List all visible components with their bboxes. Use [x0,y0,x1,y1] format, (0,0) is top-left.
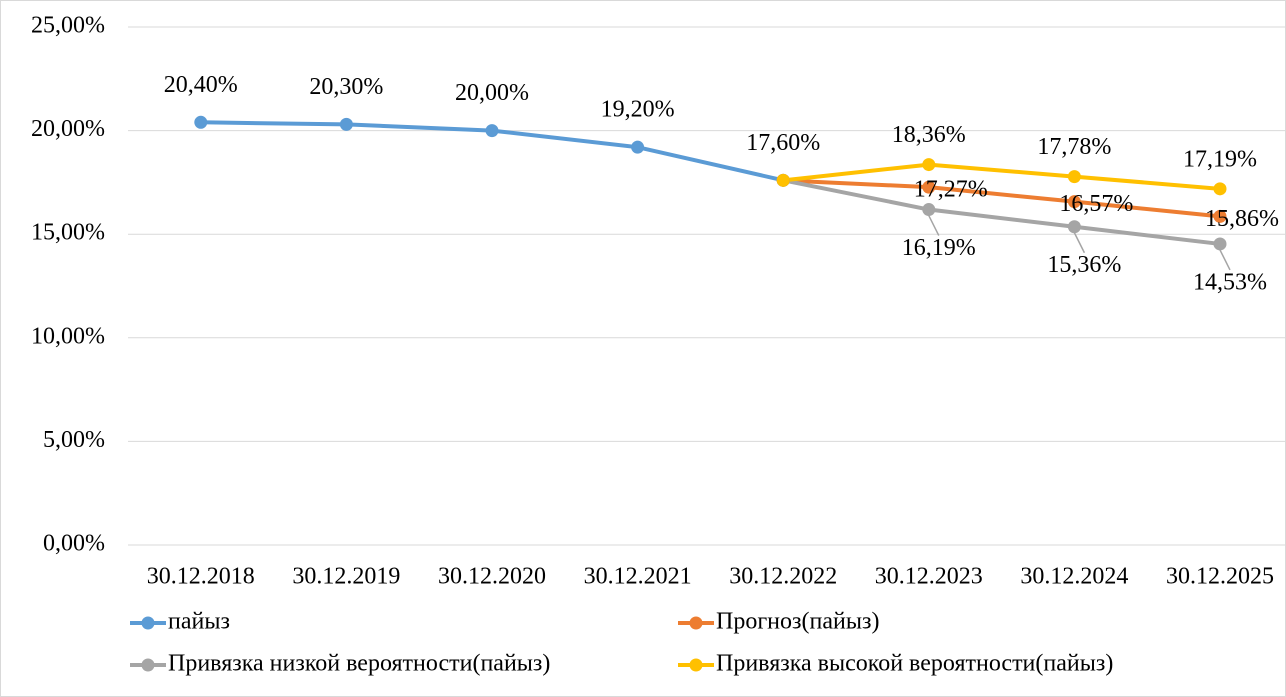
marker [922,180,936,194]
legend-marker [689,616,703,630]
marker [1067,220,1081,234]
x-tick-label: 30.12.2020 [438,564,546,590]
leader-line [1219,249,1231,271]
marker [1213,182,1227,196]
marker [631,140,645,154]
data-label: 20,00% [455,80,529,106]
marker [922,158,936,172]
marker [1067,170,1081,184]
data-label: 17,78% [1037,134,1111,160]
leader-line [928,215,940,236]
x-tick-label: 30.12.2022 [729,564,837,590]
series-line [782,162,1221,191]
x-tick-label: 30.12.2023 [875,564,983,590]
legend-label: пайыз [168,609,230,635]
data-label: 17,27% [914,177,988,203]
legend-marker [689,658,703,672]
data-label: 16,19% [902,235,976,261]
x-tick-label: 30.12.2021 [584,564,692,590]
x-tick-label: 30.12.2024 [1020,564,1128,590]
series-line [782,178,1221,246]
marker [194,115,208,129]
series-line [783,178,1221,219]
y-tick-label: 10,00% [31,323,105,349]
marker [1067,195,1081,209]
y-tick-label: 0,00% [43,531,105,557]
legend-label: Прогноз(пайыз) [716,609,879,635]
y-tick-label: 25,00% [31,13,105,39]
y-tick-label: 20,00% [31,116,105,142]
data-label: 17,60% [746,130,820,156]
data-label: 17,19% [1183,146,1257,172]
x-tick-label: 30.12.2019 [292,564,400,590]
y-tick-label: 5,00% [43,427,105,453]
leader-line [1073,232,1086,254]
legend-label: Привязка низкой вероятности(пайыз) [168,651,550,677]
y-tick-label: 15,00% [31,220,105,246]
legend-marker [141,616,155,630]
x-tick-label: 30.12.2018 [147,564,255,590]
data-label: 15,36% [1047,252,1121,278]
x-tick-label: 30.12.2025 [1166,564,1274,590]
data-label: 20,30% [309,74,383,100]
marker [1213,209,1227,223]
legend-marker [141,658,155,672]
marker [922,203,936,217]
legend-label: Привязка высокой вероятности(пайыз) [716,651,1113,677]
marker [339,117,353,131]
data-label: 16,57% [1059,191,1133,217]
data-label: 14,53% [1193,269,1267,295]
data-label: 20,40% [164,72,238,98]
data-label: 19,20% [601,97,675,123]
data-label: 18,36% [892,122,966,148]
marker [1213,237,1227,251]
marker [485,124,499,138]
data-label: 15,86% [1205,206,1279,232]
marker [776,173,790,187]
